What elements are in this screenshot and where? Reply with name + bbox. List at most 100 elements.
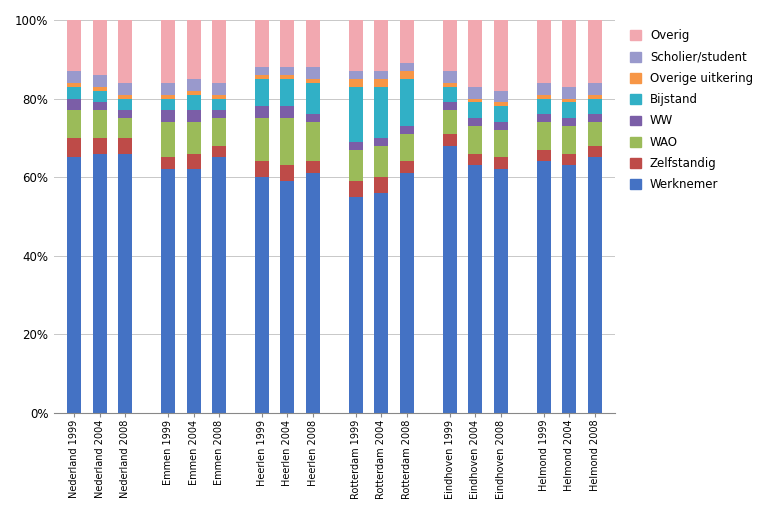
Bar	[587, 114, 601, 122]
Bar	[443, 87, 457, 102]
Bar	[212, 20, 226, 83]
Bar	[93, 90, 107, 102]
Bar	[118, 118, 132, 138]
Bar	[400, 79, 414, 126]
Bar	[349, 20, 363, 71]
Bar	[562, 87, 576, 99]
Bar	[493, 106, 508, 122]
Bar	[400, 161, 414, 173]
Bar	[161, 95, 175, 99]
Bar	[562, 99, 576, 102]
Bar	[469, 102, 482, 118]
Bar	[118, 20, 132, 83]
Bar	[118, 95, 132, 99]
Bar	[187, 90, 201, 95]
Bar	[93, 111, 107, 138]
Bar	[400, 134, 414, 161]
Bar	[562, 154, 576, 166]
Bar	[306, 67, 320, 79]
Bar	[255, 79, 269, 106]
Bar	[187, 79, 201, 90]
Bar	[443, 145, 457, 413]
Bar	[212, 145, 226, 157]
Bar	[400, 173, 414, 413]
Bar	[187, 111, 201, 122]
Bar	[493, 130, 508, 157]
Bar	[280, 118, 294, 166]
Bar	[212, 99, 226, 111]
Bar	[469, 20, 482, 87]
Bar	[374, 145, 388, 177]
Bar	[212, 118, 226, 145]
Bar	[280, 75, 294, 79]
Bar	[587, 145, 601, 157]
Bar	[349, 181, 363, 197]
Bar	[161, 99, 175, 111]
Bar	[493, 169, 508, 413]
Bar	[374, 193, 388, 413]
Bar	[306, 173, 320, 413]
Bar	[587, 20, 601, 83]
Bar	[443, 20, 457, 71]
Bar	[280, 67, 294, 75]
Bar	[443, 134, 457, 145]
Bar	[67, 99, 81, 111]
Bar	[67, 111, 81, 138]
Bar	[280, 79, 294, 106]
Bar	[67, 20, 81, 71]
Bar	[443, 71, 457, 83]
Bar	[469, 99, 482, 102]
Bar	[93, 20, 107, 75]
Bar	[67, 71, 81, 83]
Bar	[118, 154, 132, 413]
Bar	[493, 90, 508, 102]
Bar	[306, 83, 320, 114]
Bar	[469, 118, 482, 126]
Legend: Overig, Scholier/student, Overige uitkering, Bijstand, WW, WAO, Zelfstandig, Wer: Overig, Scholier/student, Overige uitker…	[626, 26, 757, 195]
Bar	[349, 142, 363, 150]
Bar	[212, 95, 226, 99]
Bar	[374, 87, 388, 138]
Bar	[562, 102, 576, 118]
Bar	[537, 114, 550, 122]
Bar	[587, 83, 601, 95]
Bar	[400, 20, 414, 63]
Bar	[562, 118, 576, 126]
Bar	[187, 95, 201, 111]
Bar	[161, 111, 175, 122]
Bar	[118, 83, 132, 95]
Bar	[587, 99, 601, 114]
Bar	[306, 122, 320, 161]
Bar	[212, 111, 226, 118]
Bar	[187, 122, 201, 154]
Bar	[161, 157, 175, 169]
Bar	[562, 166, 576, 413]
Bar	[280, 20, 294, 67]
Bar	[280, 166, 294, 181]
Bar	[255, 75, 269, 79]
Bar	[537, 95, 550, 99]
Bar	[469, 154, 482, 166]
Bar	[349, 197, 363, 413]
Bar	[562, 20, 576, 87]
Bar	[255, 177, 269, 413]
Bar	[400, 71, 414, 79]
Bar	[306, 161, 320, 173]
Bar	[93, 102, 107, 111]
Bar	[306, 114, 320, 122]
Bar	[562, 126, 576, 154]
Bar	[161, 83, 175, 95]
Bar	[587, 95, 601, 99]
Bar	[349, 87, 363, 142]
Bar	[93, 87, 107, 90]
Bar	[306, 79, 320, 83]
Bar	[537, 122, 550, 150]
Bar	[187, 154, 201, 169]
Bar	[537, 20, 550, 83]
Bar	[67, 157, 81, 413]
Bar	[374, 177, 388, 193]
Bar	[255, 67, 269, 75]
Bar	[443, 83, 457, 87]
Bar	[161, 169, 175, 413]
Bar	[349, 150, 363, 181]
